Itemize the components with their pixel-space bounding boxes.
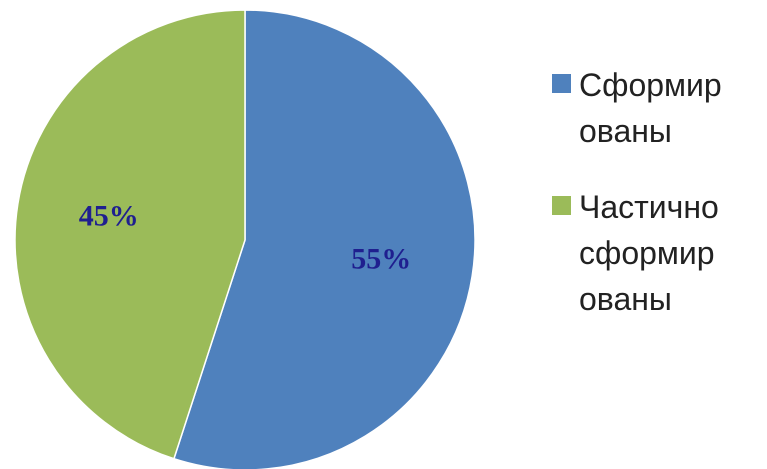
pie-slice bbox=[172, 9, 476, 469]
data-label: 55% bbox=[351, 242, 411, 275]
data-label: 45% bbox=[79, 199, 139, 232]
legend-item: Частично сформированы bbox=[552, 184, 729, 322]
legend-item: Сформированы bbox=[552, 62, 729, 154]
legend-label: Частично сформированы bbox=[579, 189, 719, 317]
legend-swatch bbox=[552, 196, 571, 215]
legend-swatch bbox=[552, 74, 571, 93]
pie-slice bbox=[14, 9, 246, 460]
legend-label: Сформированы bbox=[579, 67, 722, 149]
legend: Сформированы Частично сформированы bbox=[552, 62, 729, 352]
